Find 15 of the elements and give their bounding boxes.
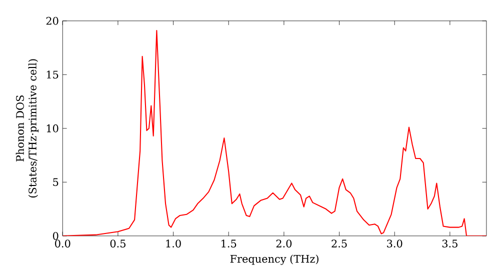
- x-tick-label: 3.0: [387, 240, 402, 248]
- x-axis-title: Frequency (THz): [230, 254, 318, 266]
- x-tick-label: 0.5: [110, 240, 126, 248]
- x-tick-label: 1.5: [222, 240, 236, 248]
- x-tick-label: 1.0: [166, 240, 181, 248]
- x-tick-label: 2.0: [276, 240, 292, 248]
- y-tick-label: 5: [53, 178, 58, 186]
- x-tick-label: 3.5: [442, 240, 458, 248]
- y-tick-label: 0: [52, 232, 58, 240]
- y-axis-title: Phonon DOS (States/THz·primitive cell): [16, 59, 38, 198]
- y-tick-label: 15: [46, 70, 58, 79]
- x-tick-label: 0.0: [55, 240, 70, 248]
- y-tick-label: 10: [46, 124, 58, 132]
- x-tick-label: 2.5: [332, 240, 347, 248]
- y-tick-label: 20: [46, 17, 58, 25]
